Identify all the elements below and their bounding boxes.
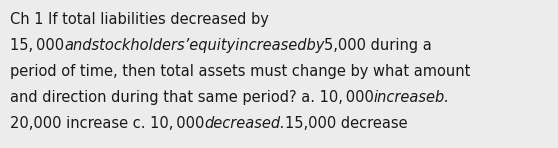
Text: increaseb.: increaseb. [374,90,450,105]
Text: 15, 000: 15, 000 [10,38,64,53]
Text: and direction during that same period? a. 10, 000: and direction during that same period? a… [10,90,374,105]
Text: decreased.: decreased. [204,116,285,131]
Text: 15,000 decrease: 15,000 decrease [285,116,408,131]
Text: 5,000 during a: 5,000 during a [325,38,432,53]
Text: 20,000 increase c. 10, 000: 20,000 increase c. 10, 000 [10,116,204,131]
Text: Ch 1 If total liabilities decreased by: Ch 1 If total liabilities decreased by [10,12,269,27]
Text: andstockholders’equityincreasedby: andstockholders’equityincreasedby [64,38,325,53]
Text: period of time, then total assets must change by what amount: period of time, then total assets must c… [10,64,470,79]
